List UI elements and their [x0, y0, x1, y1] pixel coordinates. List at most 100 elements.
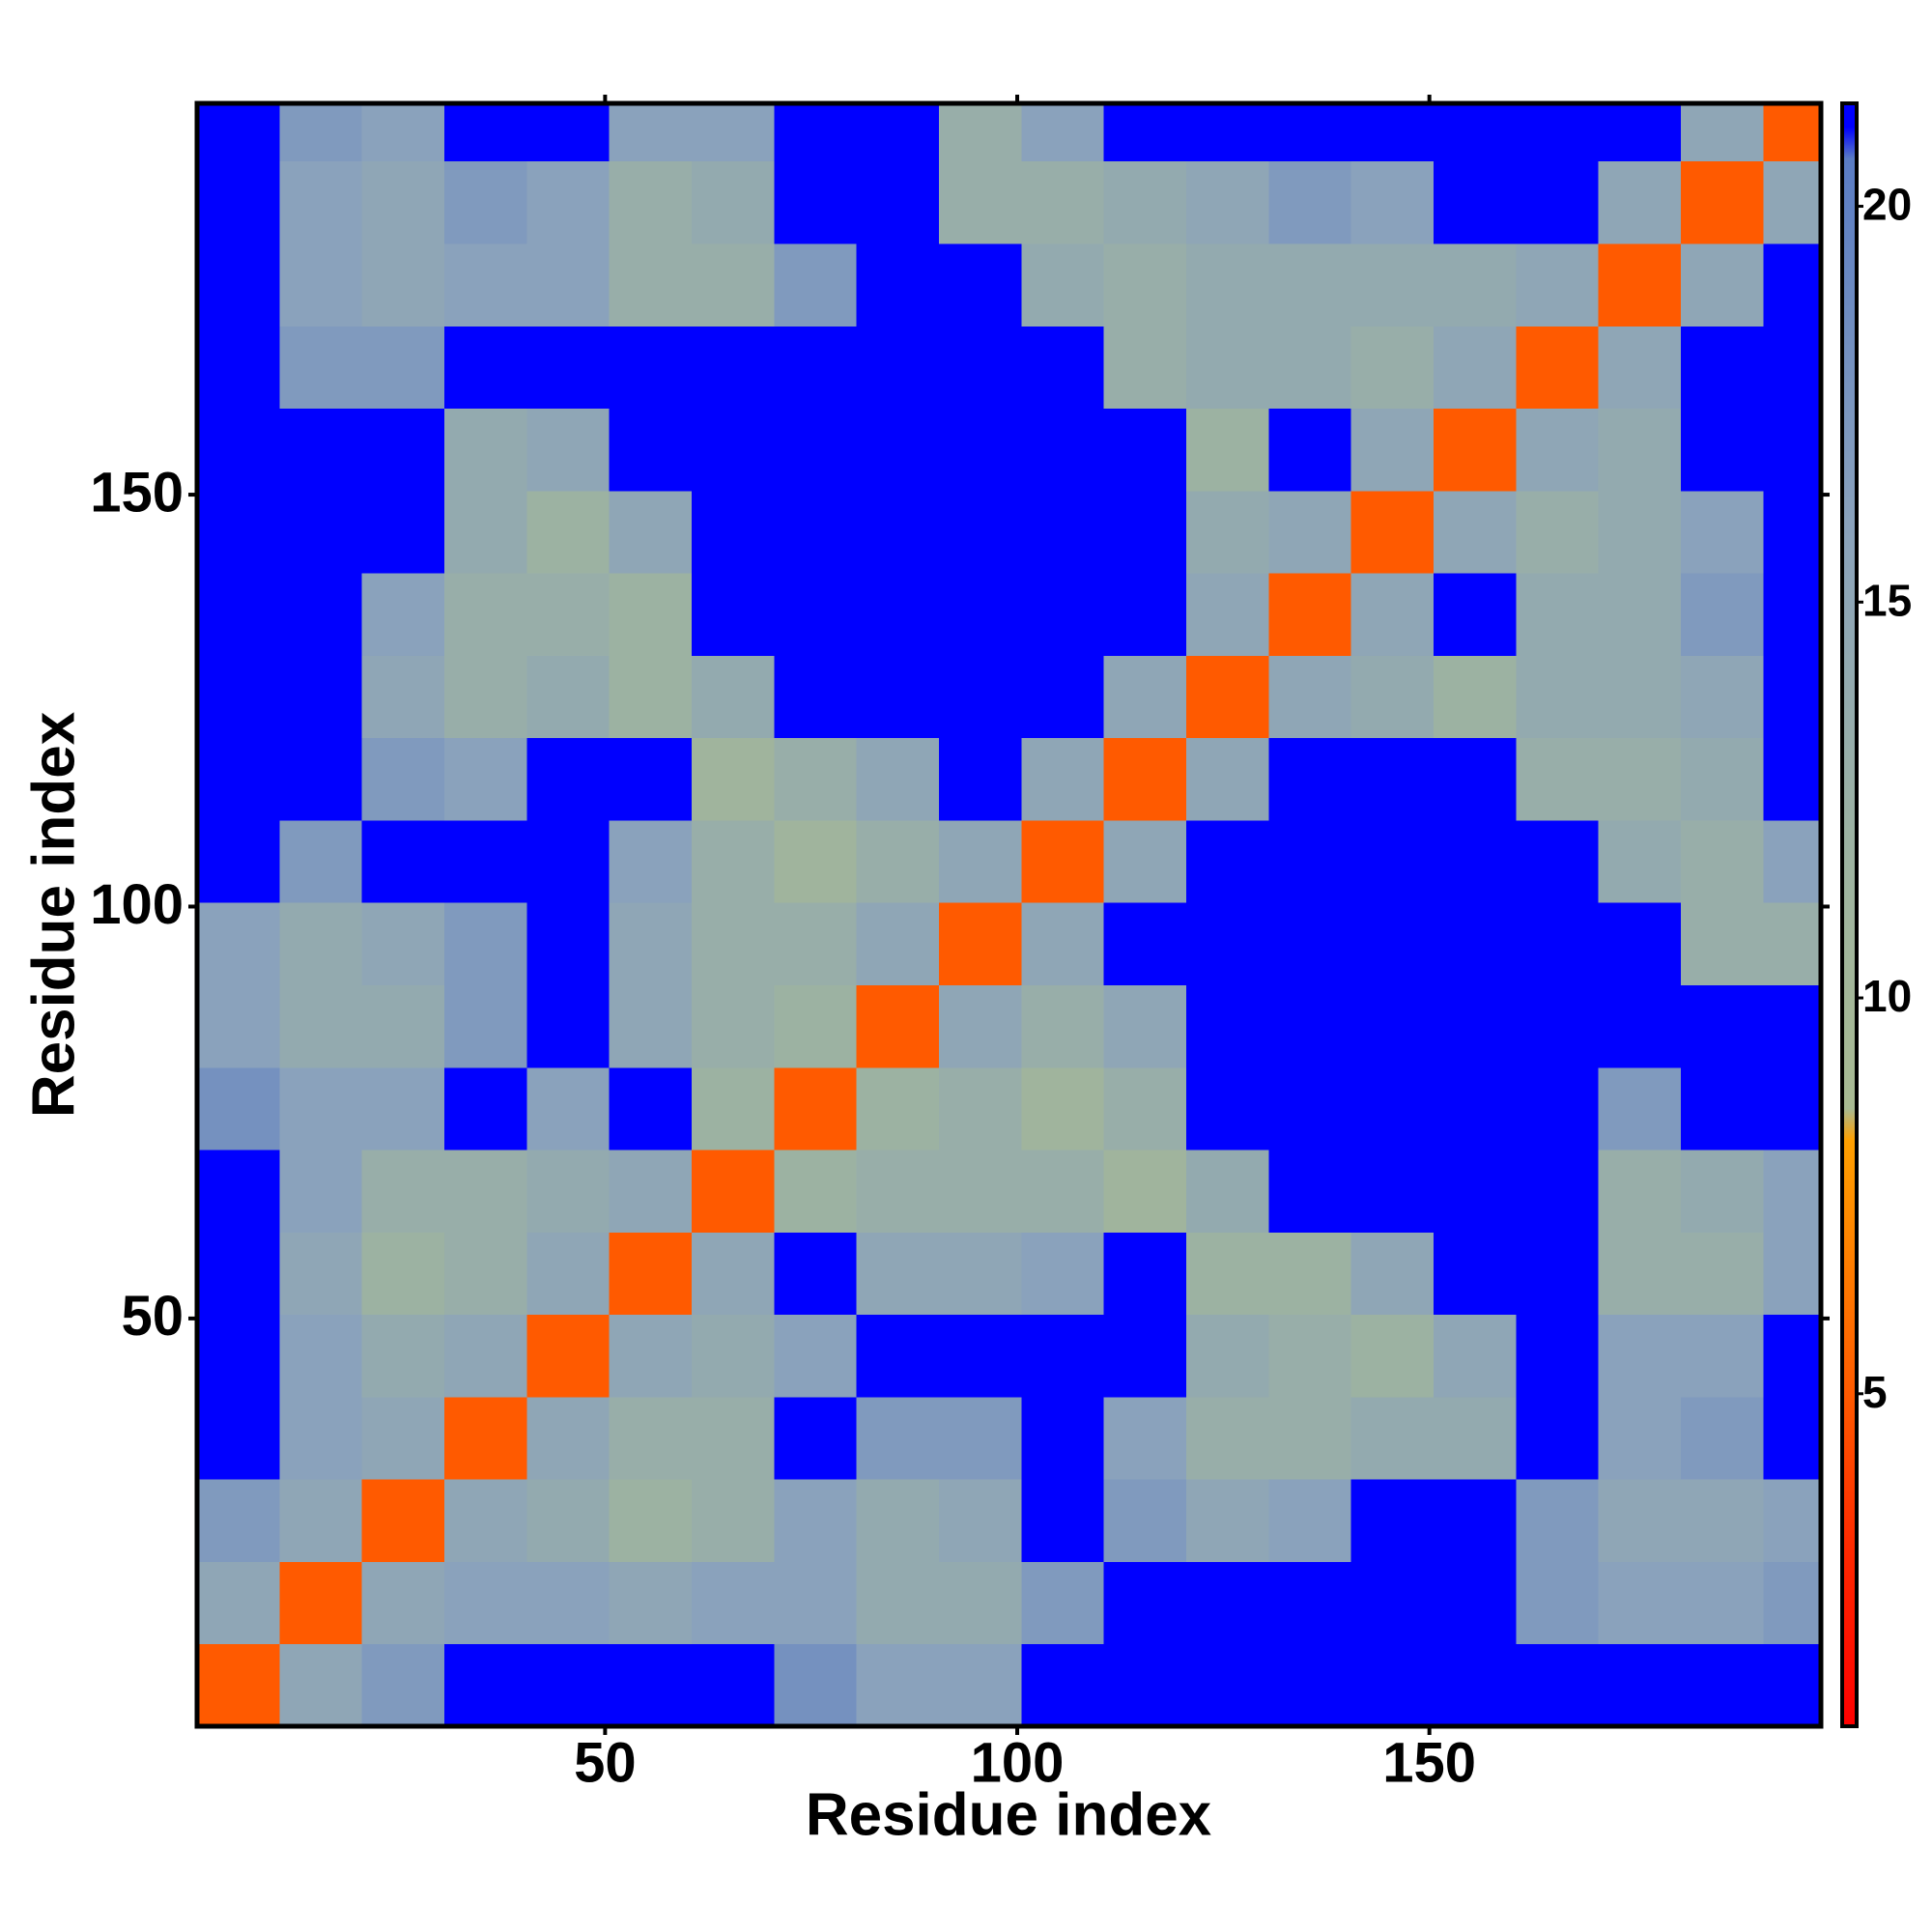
heatmap-cell — [361, 655, 445, 739]
heatmap-cell — [856, 1643, 940, 1727]
heatmap-cell — [1516, 326, 1600, 410]
heatmap-cell — [1350, 408, 1435, 492]
heatmap-cell — [443, 326, 527, 410]
heatmap-cell — [443, 1314, 527, 1398]
heatmap-cell — [1516, 902, 1600, 985]
heatmap-cell — [1433, 103, 1517, 162]
heatmap-cell — [938, 737, 1022, 821]
x-tick-label: 50 — [574, 1731, 637, 1794]
heatmap-cell — [1433, 819, 1517, 903]
heatmap-cell — [1516, 819, 1600, 903]
heatmap-cell — [609, 490, 693, 574]
heatmap-cell — [774, 984, 858, 1068]
heatmap-cell — [1598, 242, 1682, 327]
heatmap-cell — [197, 737, 280, 821]
heatmap-cell — [1680, 326, 1764, 410]
heatmap-cell — [361, 408, 445, 492]
heatmap-cell — [856, 1479, 940, 1562]
heatmap-cell — [1350, 1314, 1435, 1398]
heatmap-cell — [1103, 655, 1187, 739]
heatmap-cell — [1598, 160, 1682, 244]
heatmap-cell — [1598, 1066, 1682, 1151]
heatmap-cell — [938, 984, 1022, 1068]
heatmap-cell — [1103, 819, 1187, 903]
heatmap-cell — [197, 103, 280, 162]
heatmap-cell — [856, 819, 940, 903]
x-tick-label: 100 — [971, 1731, 1065, 1794]
heatmap-cell — [774, 326, 858, 410]
heatmap-cell — [938, 1561, 1022, 1645]
heatmap-cell — [1268, 655, 1352, 739]
heatmap-cell — [361, 160, 445, 244]
heatmap-cell — [1021, 326, 1105, 410]
heatmap-cell — [938, 1396, 1022, 1480]
heatmap-cell — [938, 902, 1022, 985]
heatmap-cell — [1021, 1314, 1105, 1398]
heatmap-cell — [443, 1066, 527, 1151]
heatmap-cell — [1680, 160, 1764, 244]
plot-frame — [194, 100, 1824, 1729]
heatmap-cell — [361, 1396, 445, 1480]
heatmap-cell — [1268, 902, 1352, 985]
heatmap-cell — [279, 1314, 363, 1398]
heatmap-cell — [691, 1066, 775, 1151]
heatmap-cell — [691, 103, 775, 162]
heatmap-cell — [361, 819, 445, 903]
heatmap-cell — [361, 1561, 445, 1645]
heatmap-cell — [1516, 408, 1600, 492]
heatmap-cell — [1268, 1643, 1352, 1727]
heatmap-cell — [1598, 737, 1682, 821]
heatmap-cell — [856, 160, 940, 244]
heatmap-cell — [1021, 984, 1105, 1068]
heatmap-cell — [197, 984, 280, 1068]
heatmap-cell — [1516, 737, 1600, 821]
heatmap-cell — [526, 408, 611, 492]
heatmap-cell — [526, 1314, 611, 1398]
heatmap-cell — [1021, 1396, 1105, 1480]
heatmap-cell — [443, 1561, 527, 1645]
heatmap-cell — [279, 902, 363, 985]
heatmap-cell — [197, 160, 280, 244]
heatmap-cell — [1185, 902, 1269, 985]
colorbar-tick-label: 20 — [1862, 180, 1912, 230]
heatmap-cell — [1350, 573, 1435, 656]
heatmap-cell — [443, 655, 527, 739]
heatmap-cell — [1516, 1396, 1600, 1480]
heatmap-cell — [361, 737, 445, 821]
heatmap-cell — [1763, 1643, 1822, 1727]
heatmap-cell — [1763, 1150, 1822, 1233]
heatmap-cell — [1021, 490, 1105, 574]
heatmap-cell — [856, 984, 940, 1068]
heatmap-cell — [1680, 1396, 1764, 1480]
heatmap-cell — [279, 160, 363, 244]
heatmap-cell — [856, 408, 940, 492]
heatmap-cell — [1350, 326, 1435, 410]
heatmap-cell — [609, 573, 693, 656]
heatmap-cell — [1516, 655, 1600, 739]
heatmap-cell — [279, 326, 363, 410]
heatmap-cell — [1763, 1561, 1822, 1645]
heatmap-cell — [774, 1314, 858, 1398]
heatmap-cell — [856, 1150, 940, 1233]
heatmap-cell — [279, 1150, 363, 1233]
heatmap-cell — [1268, 160, 1352, 244]
heatmap-cell — [1103, 1150, 1187, 1233]
heatmap-cell — [856, 490, 940, 574]
heatmap-cell — [443, 1479, 527, 1562]
heatmap-cell — [1433, 160, 1517, 244]
heatmap-cell — [856, 573, 940, 656]
heatmap-cell — [1516, 490, 1600, 574]
heatmap-cell — [938, 573, 1022, 656]
heatmap-cell — [691, 819, 775, 903]
heatmap-cell — [691, 902, 775, 985]
heatmap-cell — [774, 1396, 858, 1480]
heatmap-cell — [1350, 160, 1435, 244]
heatmap-cell — [856, 737, 940, 821]
heatmap-cell — [774, 1066, 858, 1151]
heatmap-cell — [361, 1066, 445, 1151]
heatmap-cell — [691, 737, 775, 821]
heatmap-cell — [526, 984, 611, 1068]
heatmap-cell — [526, 1066, 611, 1151]
heatmap-cell — [1185, 490, 1269, 574]
heatmap-cell — [938, 1643, 1022, 1727]
